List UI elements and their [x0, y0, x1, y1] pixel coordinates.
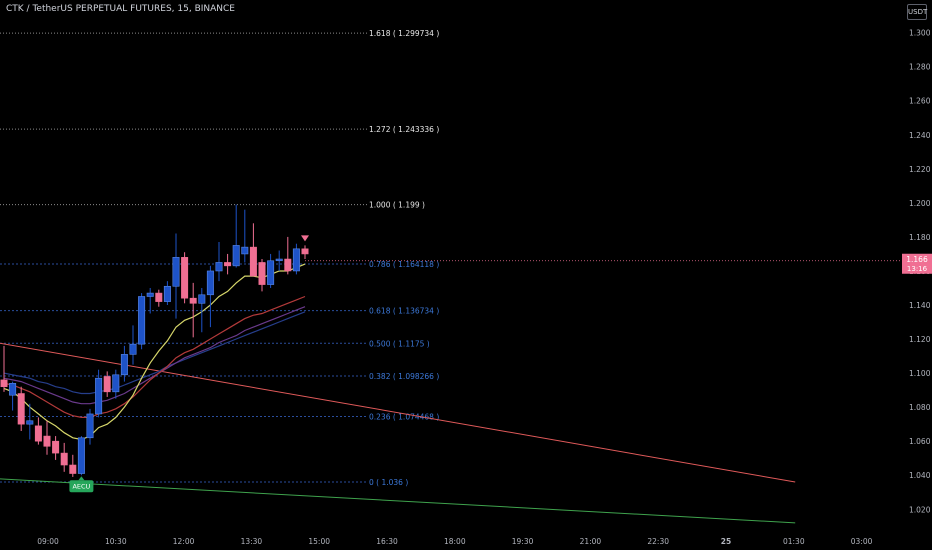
trendline-0: [0, 342, 796, 483]
x-tick-1: 10:30: [105, 537, 127, 546]
y-tick-8: 1.180: [909, 233, 931, 242]
fib-label-3: 0.786 ( 1.164118 ): [369, 260, 439, 269]
y-tick-13: 1.280: [909, 63, 931, 72]
candle-body-32: [275, 258, 283, 262]
candle-body-17: [146, 292, 154, 297]
candle-body-26: [224, 262, 232, 267]
candle-body-33: [284, 258, 292, 272]
candle-body-5: [43, 435, 51, 447]
x-tick-6: 18:00: [444, 537, 466, 546]
y-tick-5: 1.120: [909, 335, 931, 344]
candle-body-19: [163, 285, 171, 302]
signal-label-text: AECU: [72, 483, 90, 491]
y-tick-1: 1.040: [909, 471, 931, 480]
moving-average-1: [3, 306, 306, 405]
candle-body-31: [267, 260, 275, 285]
y-tick-10: 1.220: [909, 165, 931, 174]
candle-body-16: [138, 296, 146, 345]
bar-countdown: 13:16: [907, 265, 928, 273]
last-price-tag: [902, 253, 932, 274]
candle-body-22: [189, 297, 197, 304]
fib-label-6: 0.382 ( 1.098266 ): [369, 372, 439, 381]
trendline-1: [0, 478, 796, 524]
y-tick-0: 1.020: [909, 505, 931, 514]
x-tick-2: 12:00: [173, 537, 195, 546]
candle-body-11: [95, 377, 103, 415]
moving-average-0: [3, 311, 306, 395]
x-tick-11: 01:30: [783, 537, 805, 546]
x-tick-12: 03:00: [851, 537, 873, 546]
signal-pointer: [78, 476, 85, 481]
candle-body-25: [215, 262, 223, 272]
candle-body-15: [129, 343, 137, 355]
candle-body-29: [249, 246, 257, 277]
fib-label-8: 0 ( 1.036 ): [369, 478, 408, 487]
sell-marker-icon: [301, 235, 309, 242]
fib-label-4: 0.618 ( 1.136734 ): [369, 307, 439, 316]
candle-body-2: [17, 393, 25, 425]
candle-body-1: [9, 383, 17, 396]
x-tick-9: 22:30: [647, 537, 669, 546]
x-tick-5: 16:30: [376, 537, 398, 546]
moving-average-3: [3, 263, 306, 441]
fib-label-1: 1.272 ( 1.243336 ): [369, 125, 439, 134]
x-tick-0: 09:00: [37, 537, 59, 546]
y-tick-6: 1.140: [909, 301, 931, 310]
y-tick-3: 1.080: [909, 403, 931, 412]
candle-body-21: [181, 257, 189, 299]
currency-button[interactable]: USDT: [907, 4, 927, 20]
candle-body-12: [103, 376, 111, 393]
candle-body-3: [26, 420, 34, 425]
y-tick-4: 1.100: [909, 369, 931, 378]
fib-label-2: 1.000 ( 1.199 ): [369, 201, 425, 210]
y-tick-11: 1.240: [909, 131, 931, 140]
candle-body-20: [172, 257, 180, 287]
candle-body-9: [77, 437, 85, 474]
y-tick-12: 1.260: [909, 97, 931, 106]
candle-body-4: [34, 425, 42, 442]
candle-body-35: [301, 248, 309, 255]
x-tick-3: 13:30: [241, 537, 263, 546]
moving-average-2: [3, 295, 306, 418]
candle-body-34: [292, 248, 300, 272]
signal-box: [69, 480, 94, 493]
fib-label-7: 0.236 ( 1.074468 ): [369, 413, 439, 422]
last-price-value: 1.166: [906, 255, 928, 264]
candle-body-23: [198, 294, 206, 304]
candle-body-0: [0, 379, 8, 388]
candle-body-24: [206, 270, 214, 296]
candle-body-18: [155, 292, 163, 302]
x-tick-4: 15:00: [308, 537, 330, 546]
x-tick-8: 21:00: [580, 537, 602, 546]
fib-label-5: 0.500 ( 1.1175 ): [369, 339, 430, 348]
candle-body-28: [241, 246, 249, 255]
candle-body-30: [258, 262, 266, 285]
candle-body-8: [69, 464, 77, 474]
y-tick-2: 1.060: [909, 437, 931, 446]
fib-label-0: 1.618 ( 1.299734 ): [369, 29, 439, 38]
candle-body-13: [112, 374, 120, 393]
candle-body-27: [232, 245, 240, 267]
candle-body-10: [86, 413, 94, 439]
candle-body-7: [60, 452, 68, 466]
symbol-title: CTK / TetherUS PERPETUAL FUTURES, 15, BI…: [6, 4, 235, 14]
y-tick-14: 1.300: [909, 29, 931, 38]
x-tick-10: 25: [721, 537, 731, 546]
x-tick-7: 19:30: [512, 537, 534, 546]
candle-body-14: [120, 354, 128, 376]
y-tick-9: 1.200: [909, 199, 931, 208]
candle-body-6: [52, 440, 60, 454]
